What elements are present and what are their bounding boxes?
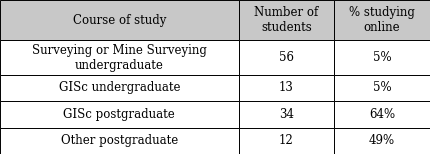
Bar [239,101,334,128]
Text: 13: 13 [279,81,294,94]
Bar [334,128,430,154]
Text: 49%: 49% [369,134,395,147]
Text: Course of study: Course of study [73,14,166,27]
Bar [334,0,430,41]
Text: 56: 56 [279,51,294,64]
Bar [239,75,334,101]
Text: Other postgraduate: Other postgraduate [61,134,178,147]
Bar [0,128,239,154]
Bar [239,41,334,75]
Text: % studying
online: % studying online [349,6,415,34]
Bar [239,128,334,154]
Text: GISc undergraduate: GISc undergraduate [58,81,180,94]
Text: GISc postgraduate: GISc postgraduate [64,108,175,121]
Text: Surveying or Mine Surveying
undergraduate: Surveying or Mine Surveying undergraduat… [32,44,207,72]
Bar [0,0,239,41]
Bar [239,0,334,41]
Text: 5%: 5% [373,81,391,94]
Bar [334,75,430,101]
Text: 5%: 5% [373,51,391,64]
Text: 34: 34 [279,108,294,121]
Bar [334,41,430,75]
Bar [334,101,430,128]
Bar [0,75,239,101]
Bar [0,41,239,75]
Text: Number of
students: Number of students [254,6,319,34]
Text: 12: 12 [279,134,294,147]
Text: 64%: 64% [369,108,395,121]
Bar [0,101,239,128]
